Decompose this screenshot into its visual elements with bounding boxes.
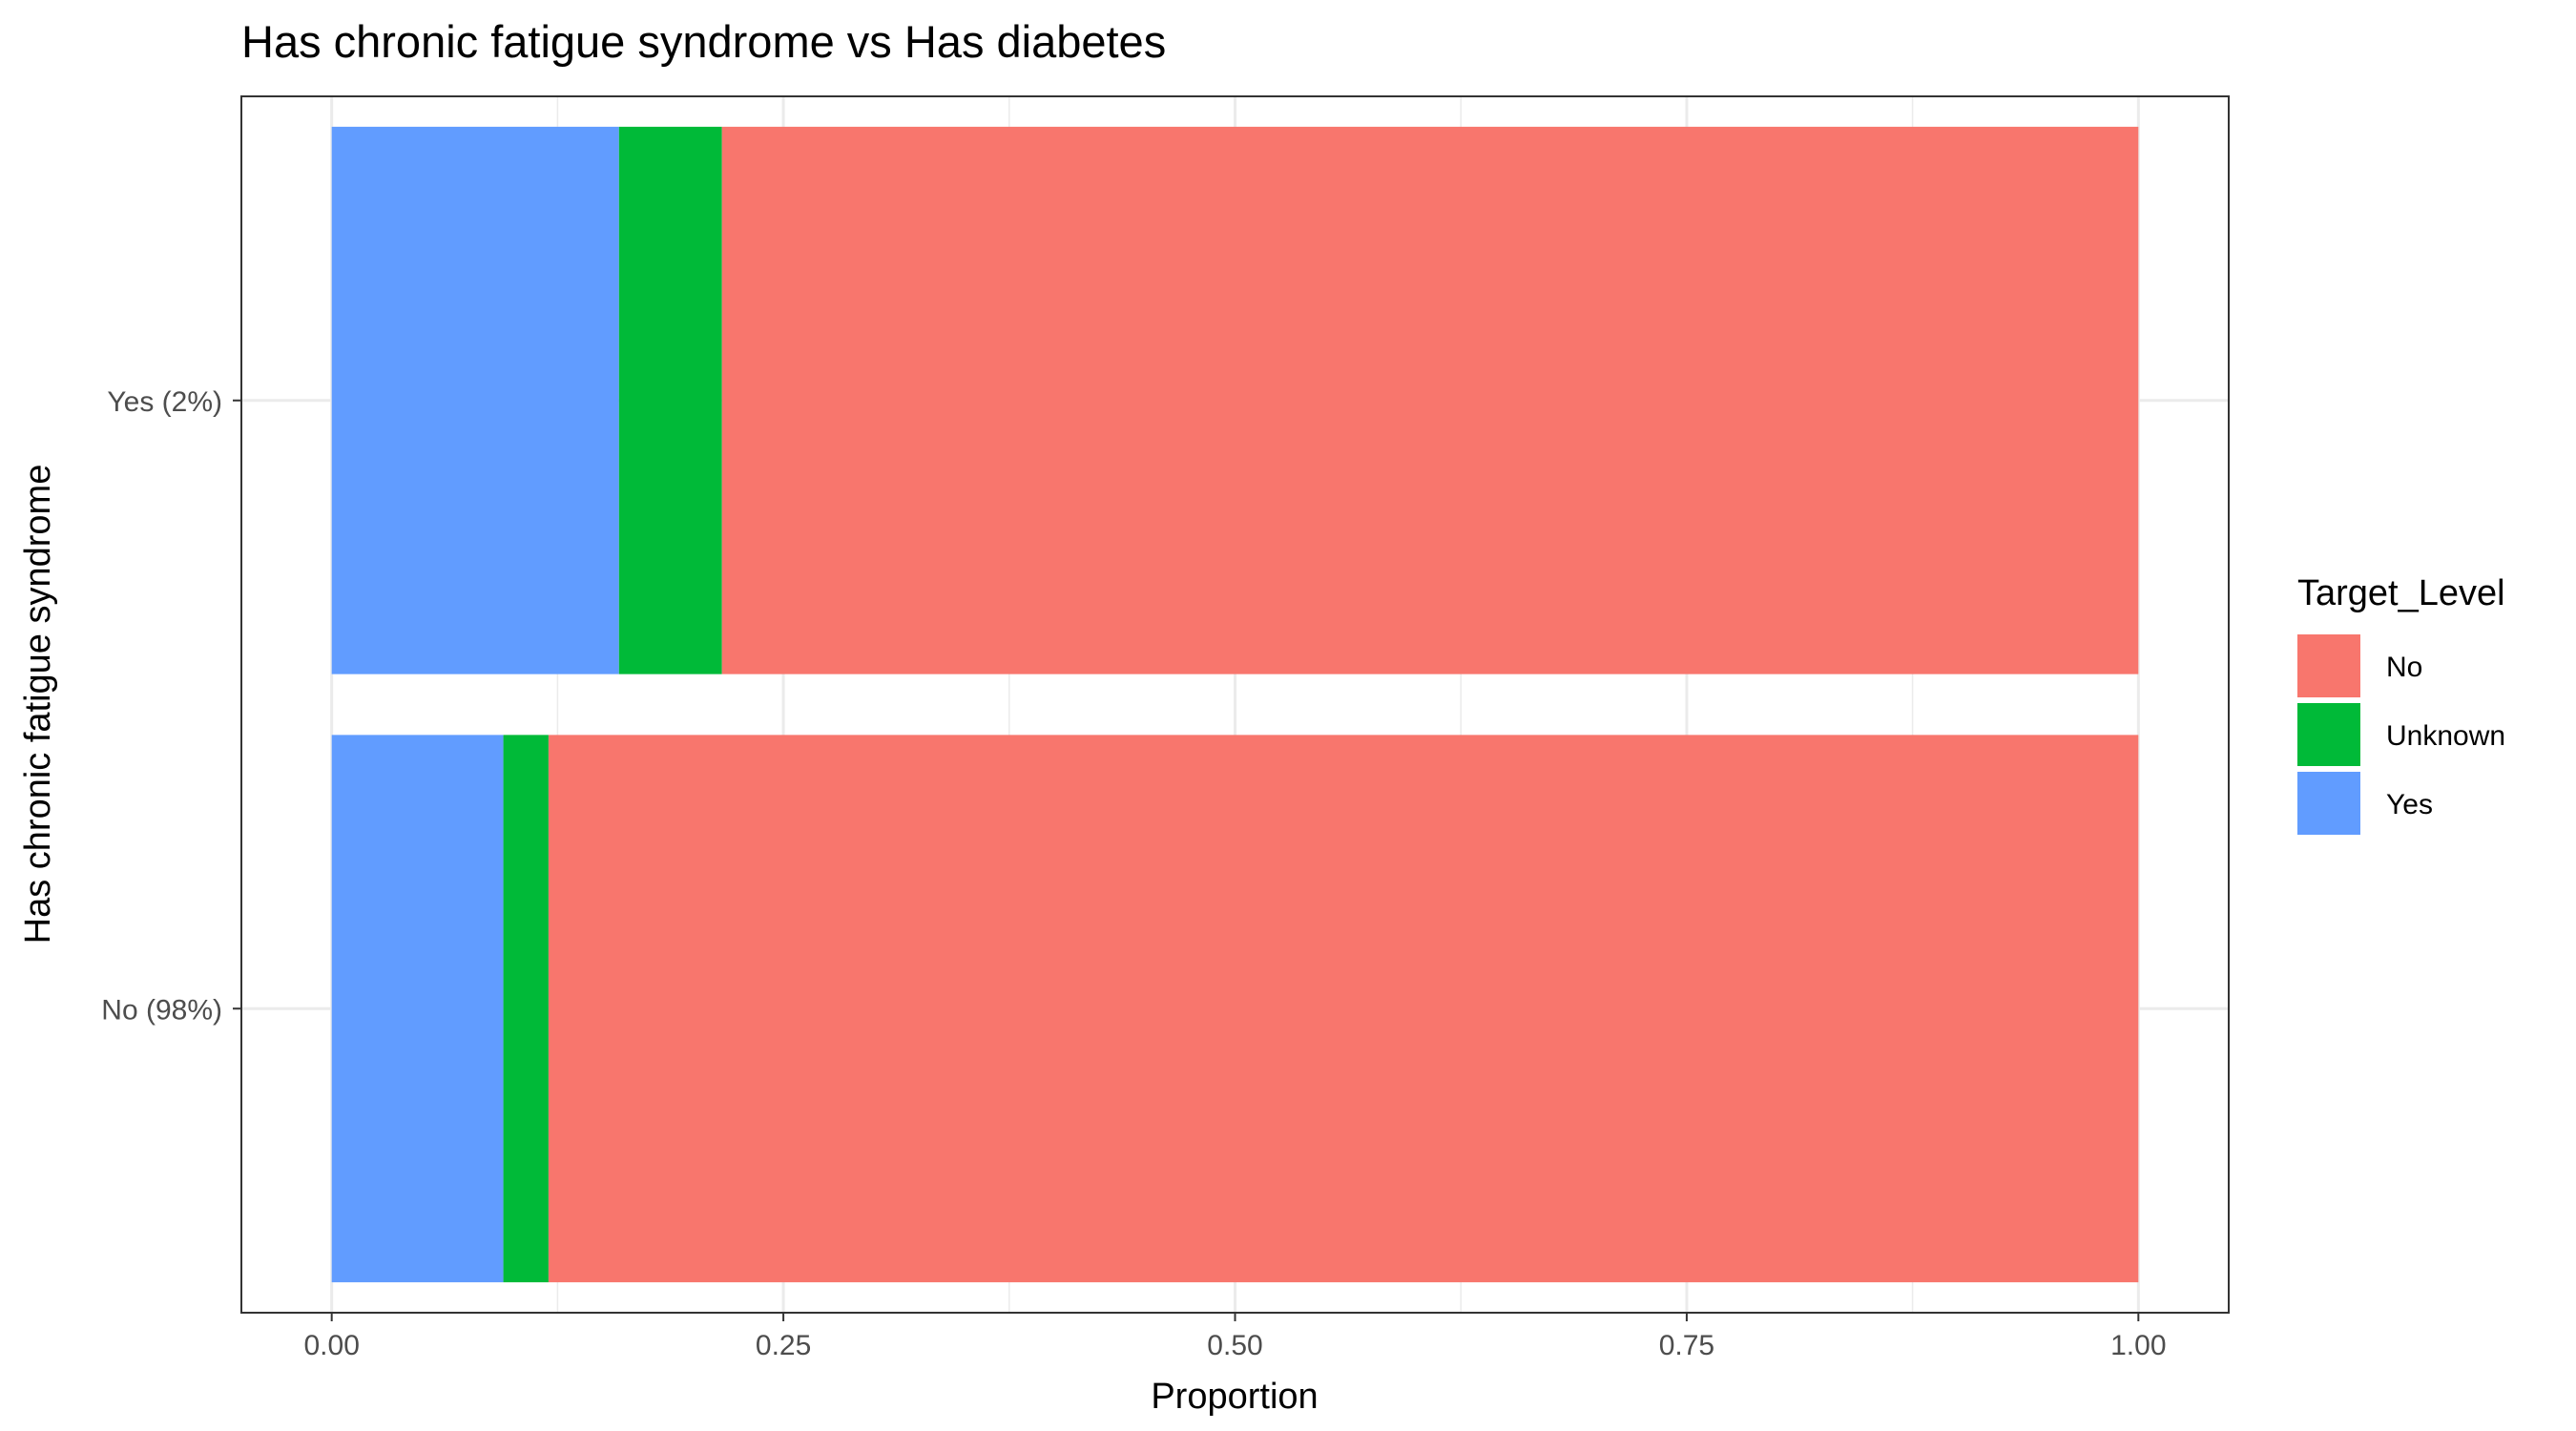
y-axis-title: Has chronic fatigue syndrome xyxy=(18,465,58,944)
y-tick-label: No (98%) xyxy=(101,994,222,1026)
legend-label-unknown: Unknown xyxy=(2386,720,2505,752)
x-tick-label: 0.75 xyxy=(1659,1330,1714,1361)
legend-swatch-no xyxy=(2297,634,2360,697)
bar-yes-yes xyxy=(331,126,619,674)
y-tick-label: Yes (2%) xyxy=(107,386,222,418)
bar-unknown-yes xyxy=(618,126,722,674)
chart-title: Has chronic fatigue syndrome vs Has diab… xyxy=(241,16,1166,67)
bar-no-no xyxy=(548,735,2139,1283)
legend-label-yes: Yes xyxy=(2386,789,2433,820)
bar-no-yes xyxy=(721,126,2139,674)
plot-panel xyxy=(240,95,2230,1314)
legend-swatch-yes xyxy=(2297,772,2360,835)
legend: Target_Level No Unknown Yes xyxy=(2297,573,2505,835)
x-axis: 0.00 0.25 0.50 0.75 1.00 xyxy=(303,1313,2167,1361)
bars xyxy=(331,126,2139,1283)
y-axis: No (98%) Yes (2%) xyxy=(101,386,241,1026)
legend-title: Target_Level xyxy=(2297,573,2505,613)
x-tick-label: 0.00 xyxy=(303,1330,359,1361)
legend-swatch-unknown xyxy=(2297,703,2360,766)
x-tick-label: 0.50 xyxy=(1207,1330,1262,1361)
x-tick-label: 1.00 xyxy=(2110,1330,2166,1361)
bar-yes-no xyxy=(331,735,504,1283)
x-axis-title: Proportion xyxy=(1151,1377,1318,1417)
x-tick-label: 0.25 xyxy=(756,1330,811,1361)
bar-unknown-no xyxy=(503,735,549,1283)
legend-label-no: No xyxy=(2386,652,2422,683)
